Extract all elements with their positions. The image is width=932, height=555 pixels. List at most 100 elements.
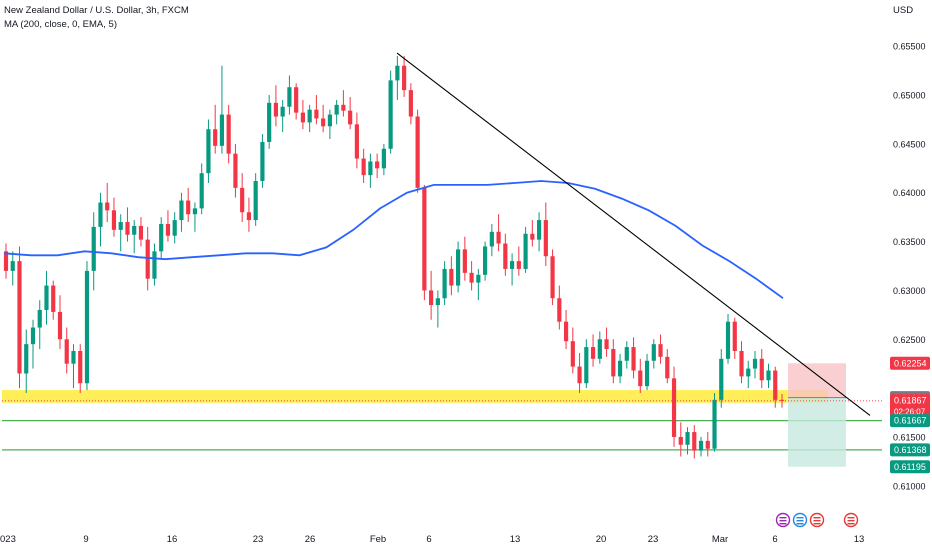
candle[interactable] [307,104,312,133]
candle[interactable] [456,241,461,293]
candle[interactable] [219,65,225,154]
candle[interactable] [746,360,751,389]
candle[interactable] [314,95,319,125]
candle[interactable] [590,334,596,367]
stop-loss-zone[interactable] [788,363,846,398]
candle[interactable] [132,220,137,254]
candle[interactable] [550,249,555,306]
candle[interactable] [111,197,117,237]
candle[interactable] [24,329,29,394]
candle[interactable] [712,393,717,452]
candle[interactable] [624,341,629,369]
candle[interactable] [597,331,602,364]
candle[interactable] [253,173,258,226]
candle[interactable] [611,339,616,384]
candle[interactable] [698,436,704,457]
candle[interactable] [287,75,292,115]
candle[interactable] [516,246,521,276]
candle[interactable] [78,344,83,393]
candle[interactable] [71,344,76,389]
candle[interactable] [752,350,758,379]
candle[interactable] [138,217,144,247]
candle[interactable] [503,233,508,276]
candle[interactable] [462,236,467,281]
candle[interactable] [186,187,191,223]
candle[interactable] [766,363,771,389]
candle[interactable] [563,309,569,350]
candle[interactable] [422,184,427,301]
candle[interactable] [273,85,279,127]
candle[interactable] [449,256,454,296]
candle[interactable] [368,153,373,188]
candle[interactable] [381,143,386,176]
candle[interactable] [118,214,123,252]
candle[interactable] [685,427,690,455]
candle[interactable] [523,226,528,273]
candle[interactable] [354,112,359,169]
candle[interactable] [199,163,204,215]
candle[interactable] [705,432,710,457]
candle[interactable] [300,99,305,130]
candle[interactable] [341,90,346,117]
trendline-line[interactable] [396,52,871,416]
candle[interactable] [159,217,164,260]
take-profit-zone[interactable] [788,397,846,467]
candle[interactable] [348,96,353,130]
candle[interactable] [64,327,69,374]
candle[interactable] [725,313,731,364]
candle[interactable] [125,207,130,242]
candle[interactable] [165,210,171,242]
candle[interactable] [206,119,211,183]
candle[interactable] [489,223,494,257]
candle[interactable] [665,349,670,384]
candle[interactable] [213,104,218,154]
candle[interactable] [267,95,272,149]
event-icon[interactable] [809,512,825,528]
candle[interactable] [638,358,643,393]
candle[interactable] [631,337,636,379]
candle[interactable] [678,422,683,457]
candle[interactable] [17,246,22,389]
candle[interactable] [321,104,326,133]
candle[interactable] [3,243,9,279]
candle[interactable] [246,197,252,232]
candle[interactable] [577,352,582,393]
candle[interactable] [172,212,177,244]
candle[interactable] [388,70,393,154]
candle[interactable] [375,153,380,179]
event-icon[interactable] [843,512,859,528]
candle[interactable] [415,109,420,193]
candle[interactable] [361,148,366,183]
candle[interactable] [469,261,474,291]
candle[interactable] [739,341,744,384]
candle[interactable] [10,251,15,286]
candle[interactable] [536,212,542,252]
candle[interactable] [44,270,49,325]
candle[interactable] [692,425,697,459]
candle[interactable] [105,182,110,223]
candle[interactable] [732,317,737,359]
candle[interactable] [192,202,198,232]
candle[interactable] [570,327,575,374]
candle[interactable] [671,366,677,447]
candle[interactable] [557,285,562,330]
candle[interactable] [773,366,778,408]
candle[interactable] [435,290,440,328]
candle[interactable] [483,241,488,281]
candle[interactable] [496,214,501,252]
candle[interactable] [429,270,434,320]
candle[interactable] [651,339,656,369]
candle[interactable] [719,349,724,408]
candle[interactable] [584,339,589,389]
candle[interactable] [57,295,63,350]
candle[interactable] [604,327,609,357]
support-zone[interactable] [2,390,828,403]
candle[interactable] [644,353,650,391]
candle[interactable] [98,192,103,247]
candle[interactable] [152,243,157,286]
candle[interactable] [327,109,332,139]
candle[interactable] [408,83,413,125]
candle[interactable] [37,300,42,350]
